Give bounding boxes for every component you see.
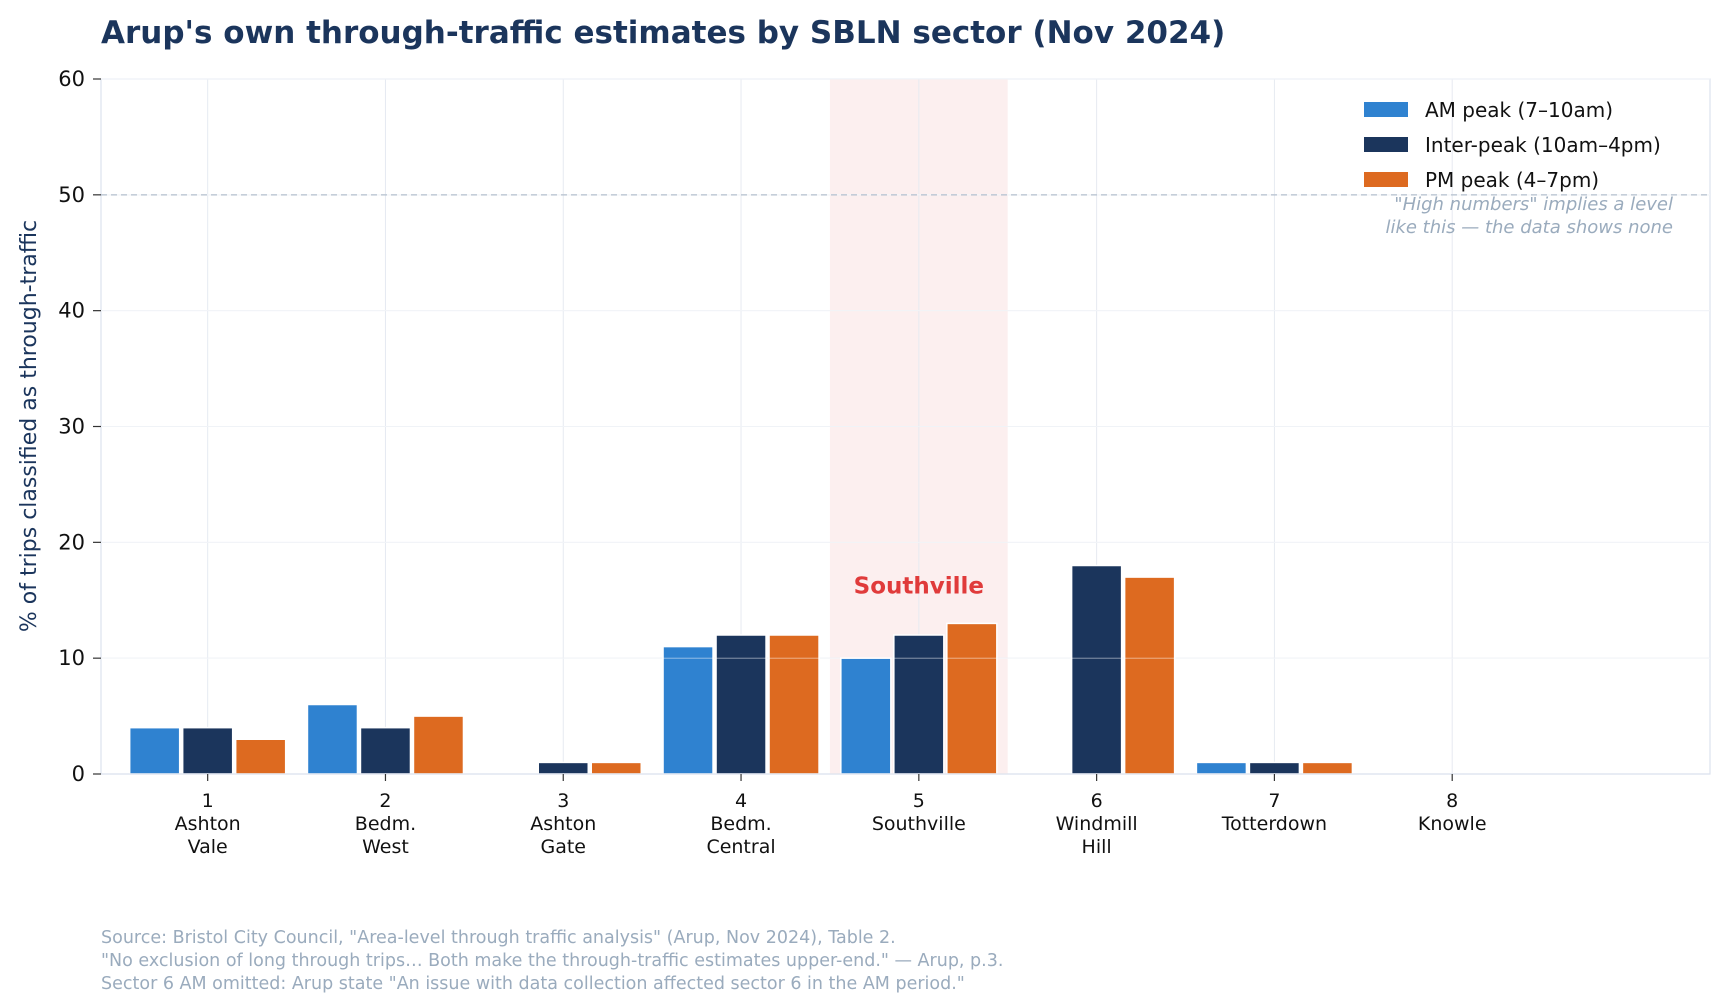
legend-swatch xyxy=(1364,137,1408,152)
highlight-label: Southville xyxy=(854,573,984,599)
x-tick-label: Bedm. xyxy=(710,813,771,835)
bar xyxy=(1195,761,1248,775)
x-tick-label: 4 xyxy=(735,790,747,812)
x-tick-label: Totterdown xyxy=(1221,813,1327,835)
x-tick-label: Hill xyxy=(1082,836,1112,858)
bar xyxy=(412,715,465,775)
x-tick-label: 1 xyxy=(202,790,214,812)
y-tick-label: 30 xyxy=(58,415,85,439)
x-tick-label: 3 xyxy=(557,790,569,812)
legend-swatch xyxy=(1364,102,1408,117)
bar xyxy=(306,703,359,775)
bar xyxy=(768,634,820,775)
footnote-line: Sector 6 AM omitted: Arup state "An issu… xyxy=(101,974,965,994)
x-tick-label: Bedm. xyxy=(355,813,416,835)
y-tick-label: 10 xyxy=(58,646,85,670)
x-tick-label: 8 xyxy=(1446,790,1458,812)
legend-label: AM peak (7–10am) xyxy=(1425,98,1613,122)
x-tick-label: Gate xyxy=(540,836,586,858)
bar xyxy=(662,645,714,775)
bar xyxy=(715,634,767,775)
footnotes: Source: Bristol City Council, "Area-leve… xyxy=(101,928,1003,994)
chart-title: Arup's own through-traffic estimates by … xyxy=(101,15,1225,51)
y-tick-label: 0 xyxy=(72,762,85,786)
y-axis-label: % of trips classified as through-traffic xyxy=(17,220,42,632)
footnote-line: "No exclusion of long through trips… Bot… xyxy=(101,951,1003,971)
bar xyxy=(893,634,945,775)
x-tick-label: 7 xyxy=(1268,790,1280,812)
reference-annotation: like this — the data shows none xyxy=(1385,217,1673,238)
x-tick-label: Knowle xyxy=(1418,813,1487,835)
bar xyxy=(128,726,181,775)
bar xyxy=(537,761,590,775)
x-tick-label: West xyxy=(362,836,409,858)
legend-label: Inter-peak (10am–4pm) xyxy=(1425,133,1661,157)
y-tick-label: 20 xyxy=(58,530,85,554)
legend-label: PM peak (4–7pm) xyxy=(1425,168,1599,192)
y-tick-label: 50 xyxy=(58,183,85,207)
bar xyxy=(840,657,892,775)
x-tick-label: 5 xyxy=(913,790,925,812)
plot-area: 01020304050601AshtonVale2Bedm.West3Ashto… xyxy=(58,67,1711,858)
y-tick-label: 60 xyxy=(58,67,85,91)
bar xyxy=(234,738,287,775)
x-tick-label: Southville xyxy=(872,813,966,835)
x-tick-label: Windmill xyxy=(1056,813,1138,835)
reference-annotation: "High numbers" implies a level xyxy=(1394,194,1673,215)
bar xyxy=(946,622,998,775)
bar xyxy=(590,761,643,775)
x-tick-label: Ashton xyxy=(530,813,596,835)
y-tick-label: 40 xyxy=(58,299,85,323)
footnote-line: Source: Bristol City Council, "Area-leve… xyxy=(101,928,896,948)
bar xyxy=(1070,564,1123,775)
x-tick-label: Vale xyxy=(188,836,228,858)
bar xyxy=(1123,576,1176,775)
legend: AM peak (7–10am) Inter-peak (10am–4pm) PM … xyxy=(1364,98,1661,192)
x-tick-label: 2 xyxy=(379,790,391,812)
bar xyxy=(359,726,412,775)
x-tick-label: Ashton xyxy=(175,813,241,835)
bar xyxy=(181,726,234,775)
bar xyxy=(1248,761,1301,775)
x-tick-label: 6 xyxy=(1091,790,1103,812)
legend-swatch xyxy=(1364,172,1408,187)
bar xyxy=(1301,761,1354,775)
x-tick-label: Central xyxy=(706,836,775,858)
